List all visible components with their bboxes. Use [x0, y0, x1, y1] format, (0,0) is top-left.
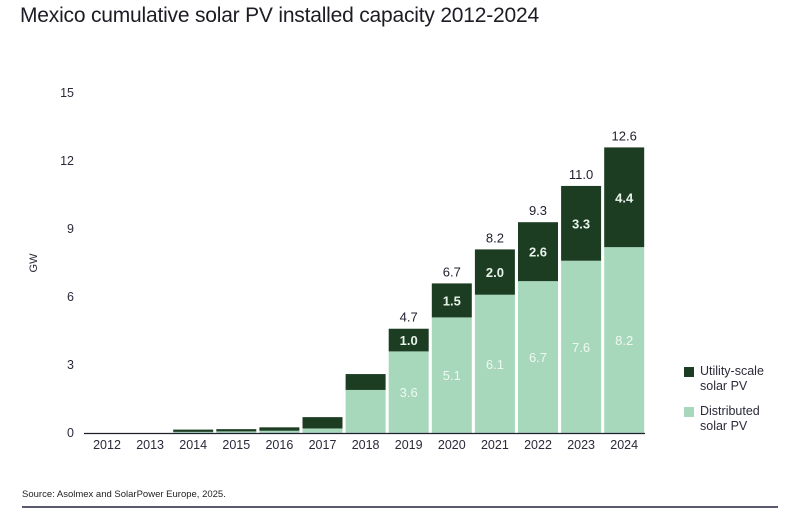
bar-utility [173, 429, 214, 432]
data-label-total: 4.7 [400, 310, 418, 325]
bar-distributed [474, 294, 515, 433]
bar-utility [604, 147, 645, 248]
footer-rule [22, 506, 778, 508]
data-label-distributed: 8.2 [615, 333, 633, 348]
x-tick-label: 2021 [481, 438, 509, 452]
y-tick-label: 3 [67, 358, 74, 372]
data-label-utility: 3.3 [572, 216, 590, 231]
bar-utility [431, 283, 472, 318]
x-tick-label: 2018 [352, 438, 380, 452]
x-tick-label: 2014 [179, 438, 207, 452]
bar-utility [259, 427, 300, 431]
x-tick-label: 2016 [265, 438, 293, 452]
x-tick-label: 2022 [524, 438, 552, 452]
legend-label-distributed: Distributed solar PV [700, 404, 760, 433]
bar-distributed [302, 428, 343, 433]
bar-distributed [259, 430, 300, 433]
bar-utility [302, 417, 343, 429]
data-label-utility: 2.6 [529, 245, 547, 260]
bar-utility [474, 249, 515, 295]
bar-utility [561, 185, 602, 261]
bar-distributed [216, 431, 257, 433]
bar-distributed [431, 317, 472, 433]
y-tick-label: 12 [60, 154, 74, 168]
source-note: Source: Asolmex and SolarPower Europe, 2… [22, 489, 226, 500]
data-label-distributed: 7.6 [572, 340, 590, 355]
chart-title: Mexico cumulative solar PV installed cap… [20, 4, 539, 27]
y-tick-label: 6 [67, 290, 74, 304]
y-tick-label: 15 [60, 86, 74, 100]
data-label-total: 6.7 [443, 264, 461, 279]
data-label-distributed: 3.6 [400, 385, 418, 400]
x-tick-label: 2023 [567, 438, 595, 452]
y-axis-label: GW [28, 253, 40, 273]
data-label-distributed: 5.1 [443, 368, 461, 383]
bar-utility [388, 328, 429, 352]
bar-distributed [518, 281, 558, 433]
x-tick-label: 2013 [136, 438, 164, 452]
legend-item-distributed: Distributed solar PV [684, 404, 764, 434]
data-label-total: 9.3 [529, 203, 547, 218]
x-tick-label: 2017 [309, 438, 337, 452]
data-label-total: 12.6 [612, 128, 637, 143]
y-tick-label: 0 [67, 426, 74, 440]
data-label-distributed: 6.1 [486, 357, 504, 372]
bar-utility [216, 429, 257, 432]
legend-swatch-utility [684, 367, 694, 377]
bar-utility [345, 374, 386, 390]
bar-utility [518, 222, 558, 282]
bar-distributed [604, 247, 645, 433]
data-label-utility: 4.4 [615, 190, 634, 205]
x-tick-label: 2020 [438, 438, 466, 452]
data-label-total: 11.0 [569, 167, 593, 182]
data-label-utility: 1.5 [443, 293, 461, 308]
data-label-utility: 1.0 [400, 333, 418, 348]
x-tick-label: 2019 [395, 438, 423, 452]
bar-distributed [345, 389, 386, 433]
y-tick-label: 9 [67, 222, 74, 236]
data-label-total: 8.2 [486, 230, 504, 245]
x-tick-label: 2012 [93, 438, 121, 452]
bar-distributed [561, 260, 602, 433]
legend-swatch-distributed [684, 407, 694, 417]
x-tick-label: 2015 [222, 438, 250, 452]
x-tick-label: 2024 [610, 438, 638, 452]
data-label-distributed: 6.7 [529, 350, 547, 365]
legend-item-utility: Utility-scale solar PV [684, 364, 764, 394]
legend-label-utility: Utility-scale solar PV [700, 364, 764, 393]
bar-distributed [173, 431, 214, 433]
legend: Utility-scale solar PV Distributed solar P… [684, 364, 764, 444]
bar-distributed [388, 351, 429, 433]
data-label-utility: 2.0 [486, 265, 504, 280]
